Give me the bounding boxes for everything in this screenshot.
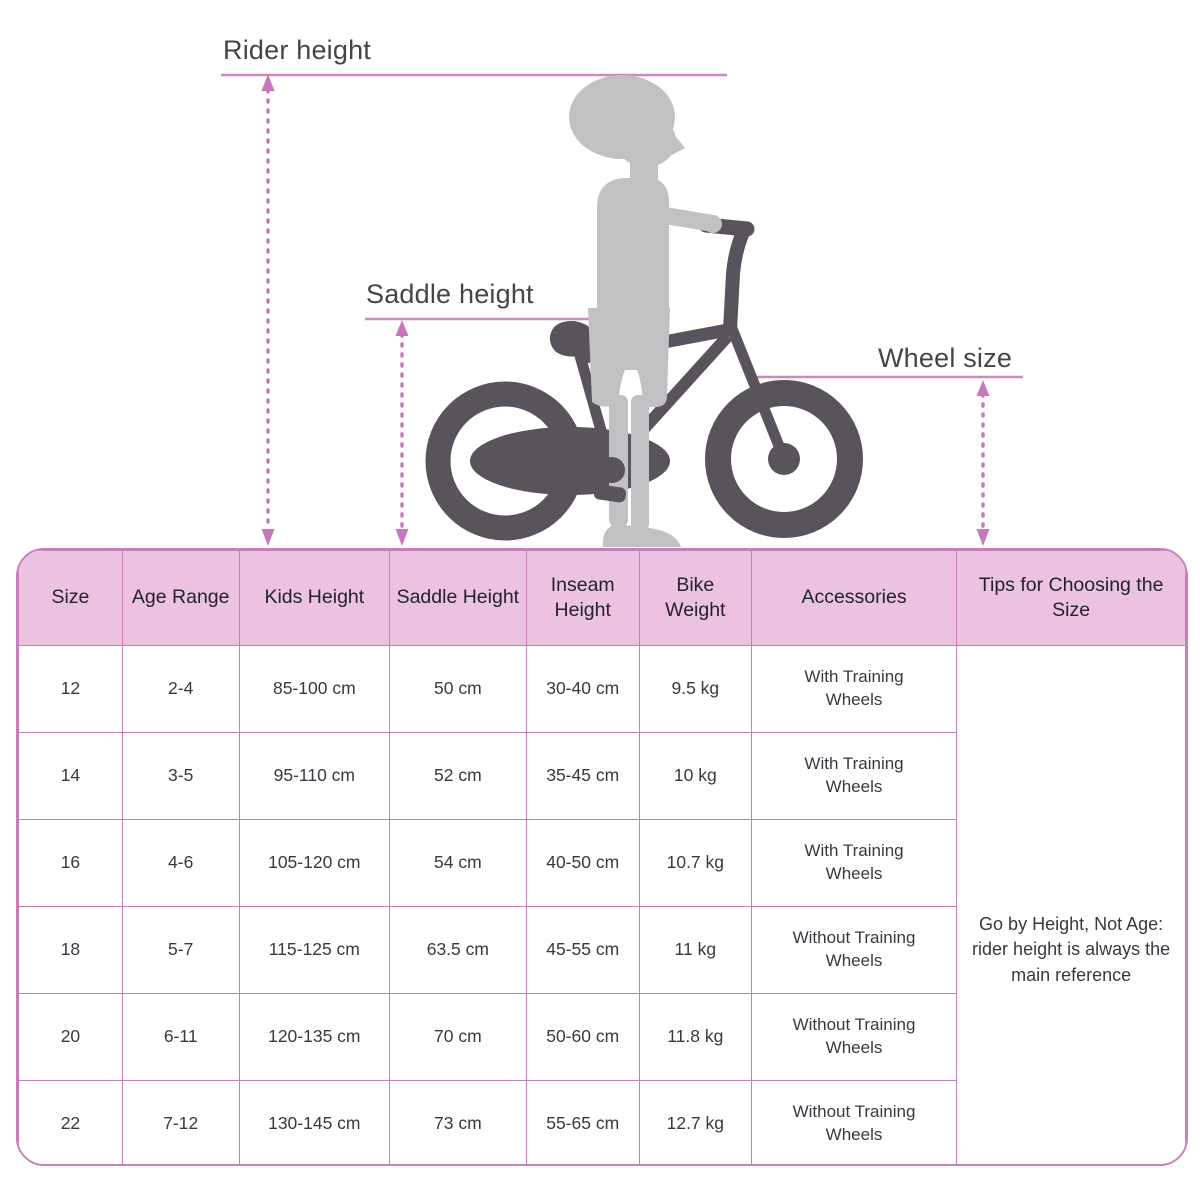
header-row: Size Age Range Kids Height Saddle Height… (18, 550, 1186, 646)
stem-icon (723, 227, 751, 331)
cell-age-range: 6-11 (121, 993, 240, 1081)
cell-kids-height: 85-100 cm (238, 645, 391, 733)
table-row: 16 4-6 105-120 cm 54 cm 40-50 cm 10.7 kg… (18, 819, 1186, 907)
cell-bike-weight: 9.5 kg (638, 645, 752, 733)
cell-age-range: 3-5 (121, 732, 240, 820)
cell-saddle-height: 54 cm (389, 819, 527, 907)
cell-age-range: 5-7 (121, 906, 240, 994)
illustration-canvas (221, 73, 1023, 547)
dashed-measurement-arrows-icon (261, 74, 990, 546)
cell-size: 20 (18, 993, 123, 1081)
cell-kids-height: 115-125 cm (238, 906, 391, 994)
measurement-lines (221, 73, 1023, 379)
rider-height-label: Rider height (223, 35, 371, 65)
table-row: 18 5-7 115-125 cm 63.5 cm 45-55 cm 11 kg… (18, 906, 1186, 994)
front-wheel-icon (705, 380, 863, 538)
cell-age-range: 7-12 (121, 1080, 240, 1164)
shoe-icon (602, 524, 681, 547)
cell-size: 12 (18, 645, 123, 733)
header-inseam-height: Inseam Height (525, 550, 640, 646)
cell-age-range: 2-4 (121, 645, 240, 733)
cell-saddle-height: 50 cm (389, 645, 527, 733)
header-accessories: Accessories (750, 550, 958, 646)
cell-accessories: Without Training Wheels (750, 906, 958, 994)
cell-kids-height: 105-120 cm (238, 819, 391, 907)
cell-inseam-height: 45-55 cm (525, 906, 640, 994)
cell-size: 22 (18, 1080, 123, 1164)
cell-bike-weight: 11.8 kg (638, 993, 752, 1081)
cell-size: 14 (18, 732, 123, 820)
cell-inseam-height: 55-65 cm (525, 1080, 640, 1164)
front-hub-icon (768, 443, 800, 475)
cell-bike-weight: 10.7 kg (638, 819, 752, 907)
table-row: 14 3-5 95-110 cm 52 cm 35-45 cm 10 kg Wi… (18, 732, 1186, 820)
cell-saddle-height: 73 cm (389, 1080, 527, 1164)
saddle-icon (549, 320, 595, 357)
header-saddle-height: Saddle Height (389, 550, 527, 646)
cell-bike-weight: 12.7 kg (638, 1080, 752, 1164)
cell-accessories: With Training Wheels (750, 645, 958, 733)
bike-size-illustration: Rider height Saddle height Wheel size (0, 0, 1200, 548)
cell-accessories: Without Training Wheels (750, 1080, 958, 1164)
saddle-height-label: Saddle height (366, 279, 534, 309)
header-age-range: Age Range (121, 550, 240, 646)
cell-accessories: Without Training Wheels (750, 993, 958, 1081)
cell-age-range: 4-6 (121, 819, 240, 907)
cell-size: 18 (18, 906, 123, 994)
wheel-size-label: Wheel size (878, 343, 1013, 373)
cell-kids-height: 130-145 cm (238, 1080, 391, 1164)
cell-saddle-height: 70 cm (389, 993, 527, 1081)
header-kids-height: Kids Height (238, 550, 391, 646)
cell-tips: Go by Height, Not Age: rider height is a… (956, 645, 1186, 1164)
table-row: 20 6-11 120-135 cm 70 cm 50-60 cm 11.8 k… (18, 993, 1186, 1081)
header-bike-weight: Bike Weight (638, 550, 752, 646)
cell-accessories: With Training Wheels (750, 732, 958, 820)
pedal-crank-icon (593, 457, 627, 503)
cell-size: 16 (18, 819, 123, 907)
cell-inseam-height: 40-50 cm (525, 819, 640, 907)
cell-saddle-height: 63.5 cm (389, 906, 527, 994)
table-row: 12 2-4 85-100 cm 50 cm 30-40 cm 9.5 kg W… (18, 645, 1186, 1164)
cell-inseam-height: 30-40 cm (525, 645, 640, 733)
size-chart-table: Size Age Range Kids Height Saddle Height… (18, 550, 1186, 1164)
cell-saddle-height: 52 cm (389, 732, 527, 820)
fork-icon (725, 323, 789, 459)
cell-inseam-height: 50-60 cm (525, 993, 640, 1081)
cell-accessories: With Training Wheels (750, 819, 958, 907)
size-chart-table-container: Size Age Range Kids Height Saddle Height… (16, 548, 1188, 1166)
cell-bike-weight: 10 kg (638, 732, 752, 820)
table-row: 22 7-12 130-145 cm 73 cm 55-65 cm 12.7 k… (18, 1080, 1186, 1164)
header-tips: Tips for Choosing the Size (956, 550, 1186, 646)
header-size: Size (18, 550, 123, 646)
cell-bike-weight: 11 kg (638, 906, 752, 994)
cell-inseam-height: 35-45 cm (525, 732, 640, 820)
cell-kids-height: 120-135 cm (238, 993, 391, 1081)
cell-kids-height: 95-110 cm (238, 732, 391, 820)
